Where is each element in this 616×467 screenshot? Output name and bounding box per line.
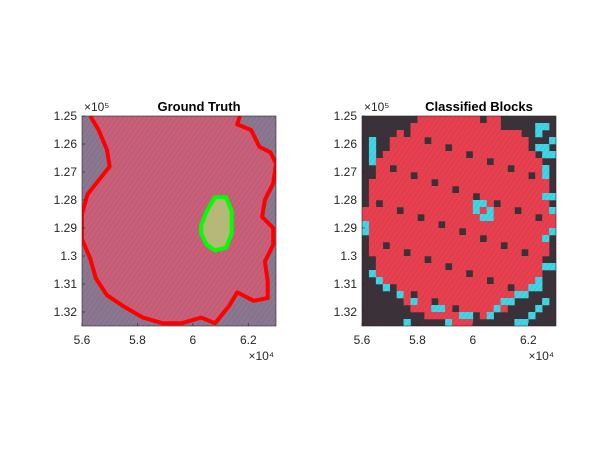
- x-tick-label: 6: [190, 333, 197, 347]
- y-tick-label: 1.27: [54, 165, 78, 179]
- y-tick-label: 1.28: [54, 193, 78, 207]
- y-tick-label: 1.26: [334, 137, 358, 151]
- ground-truth-axes: 5.6 5.8 6 6.2 1.25 1.26 1.27 1.28 1.29 1.3 1.31 1.3…: [54, 99, 277, 363]
- x-tick-label: 5.8: [129, 333, 146, 347]
- y-tick-label: 1.26: [54, 137, 78, 151]
- classified-blocks-axes: 5.6 5.8 6 6.2 1.25 1.26 1.27 1.28 1.29 1.3 1.31 1.3…: [334, 99, 557, 363]
- x-tick-label: 5.6: [354, 333, 371, 347]
- normal-region: [199, 195, 234, 253]
- plot-area: [82, 116, 276, 326]
- y-tick-label: 1.27: [334, 165, 358, 179]
- y-tick-label: 1.29: [334, 221, 358, 235]
- y-tick-label: 1.32: [54, 305, 78, 319]
- x-tick-label: 6.2: [520, 333, 537, 347]
- y-tick-label: 1.25: [54, 109, 78, 123]
- x-exponent-label: ×10⁴: [248, 349, 274, 363]
- tumor-texture: [82, 116, 276, 324]
- x-tick-label: 5.8: [409, 333, 426, 347]
- y-exponent-label: ×10⁵: [364, 100, 389, 114]
- y-tick-label: 1.3: [60, 249, 77, 263]
- y-tick-label: 1.25: [334, 109, 358, 123]
- x-tick-label: 6: [470, 333, 477, 347]
- axes-frame: [81, 115, 277, 327]
- y-tick-label: 1.31: [54, 277, 78, 291]
- axes-frame: [361, 115, 557, 327]
- x-tick-label: 6.2: [240, 333, 257, 347]
- y-tick-label: 1.31: [334, 277, 358, 291]
- plot-area: [362, 116, 556, 326]
- axes-title: Ground Truth: [157, 99, 240, 114]
- y-tick-label: 1.3: [340, 249, 357, 263]
- y-tick-label: 1.28: [334, 193, 358, 207]
- tumor-boundary-line: [82, 116, 276, 326]
- x-exponent-label: ×10⁴: [528, 349, 554, 363]
- axes-title: Classified Blocks: [425, 99, 533, 114]
- y-tick-label: 1.29: [54, 221, 78, 235]
- block-texture: [362, 116, 556, 326]
- x-tick-label: 5.6: [74, 333, 91, 347]
- y-tick-label: 1.32: [334, 305, 358, 319]
- y-exponent-label: ×10⁵: [84, 100, 109, 114]
